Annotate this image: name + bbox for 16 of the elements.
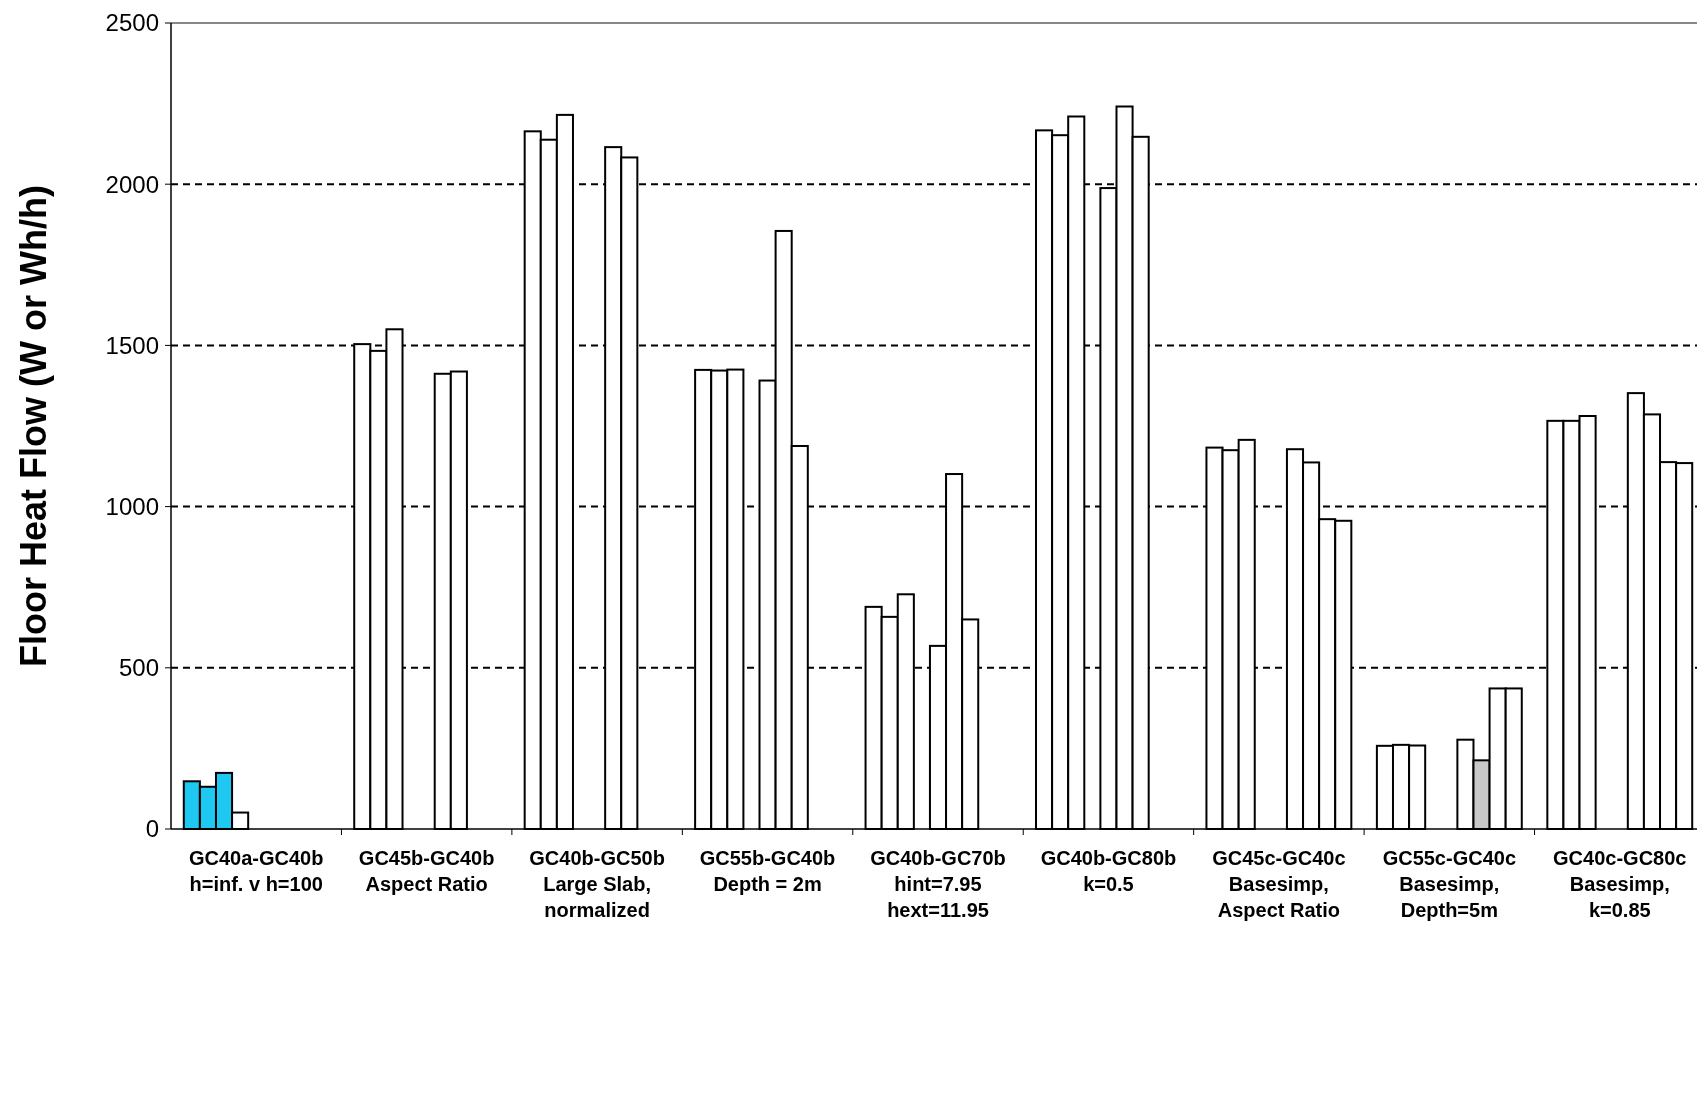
x-tick-label: GC40b-GC80b k=0.5: [1040, 847, 1177, 895]
x-tick-label: GC40b-GC70b hint=7.95 hext=11.95: [870, 847, 1006, 921]
x-tick-label: GC45c-GC40c Basesimp, Aspect Ratio: [1212, 847, 1346, 921]
x-tick-label: GC55b-GC40b Depth = 2m: [699, 847, 836, 895]
y-tick-label: 0: [145, 815, 159, 843]
y-tick-label: 1000: [105, 493, 159, 520]
x-tick-label: GC40a-GC40b h=inf. v h=100: [188, 847, 324, 895]
y-tick-label: 2500: [105, 9, 159, 37]
y-tick-label: 500: [118, 654, 159, 682]
y-tick-label: 2000: [105, 170, 159, 198]
x-tick-label: GC40b-GC50b Large Slab, normalized: [529, 847, 665, 921]
x-tick-label: GC45b-GC40b Aspect Ratio: [358, 847, 495, 895]
y-tick-label: 1500: [105, 331, 159, 359]
x-tick-label: GC55c-GC40c Basesimp, Depth=5m: [1382, 847, 1517, 921]
y-axis-title: Floor Heat Flow (W or Wh/h): [13, 185, 54, 667]
x-tick-label: GC40c-GC80c Basesimp, k=0.85: [1553, 847, 1687, 921]
